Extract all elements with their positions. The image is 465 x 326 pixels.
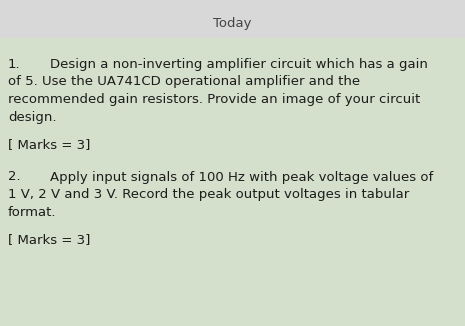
- Text: format.: format.: [8, 205, 57, 218]
- Text: 1.: 1.: [8, 58, 20, 71]
- Text: design.: design.: [8, 111, 57, 124]
- Text: [ Marks = 3]: [ Marks = 3]: [8, 139, 90, 152]
- Text: 1 V, 2 V and 3 V. Record the peak output voltages in tabular: 1 V, 2 V and 3 V. Record the peak output…: [8, 188, 409, 201]
- Text: of 5. Use the UA741CD operational amplifier and the: of 5. Use the UA741CD operational amplif…: [8, 76, 360, 88]
- Text: Apply input signals of 100 Hz with peak voltage values of: Apply input signals of 100 Hz with peak …: [50, 170, 433, 184]
- Text: Today: Today: [213, 18, 252, 31]
- Text: [ Marks = 3]: [ Marks = 3]: [8, 233, 90, 246]
- Bar: [0, 0, 465, 38]
- Text: recommended gain resistors. Provide an image of your circuit: recommended gain resistors. Provide an i…: [8, 93, 420, 106]
- Text: Design a non-inverting amplifier circuit which has a gain: Design a non-inverting amplifier circuit…: [50, 58, 428, 71]
- Text: 2.: 2.: [8, 170, 20, 184]
